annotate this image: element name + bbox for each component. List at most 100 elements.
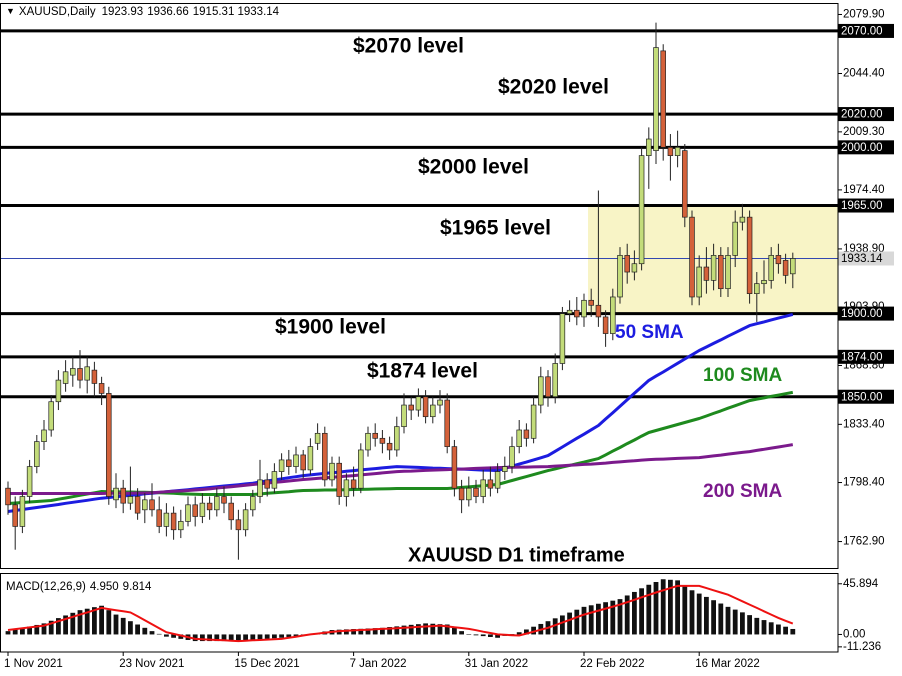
- candle-body: [588, 299, 594, 306]
- candle-body: [638, 155, 645, 265]
- level-annotation: $1900 level: [275, 316, 386, 339]
- candle-body: [509, 446, 515, 467]
- candle-body: [113, 487, 119, 501]
- candle-body: [48, 401, 54, 431]
- candle-body: [660, 50, 666, 148]
- macd-bar: [48, 620, 54, 635]
- candle-body: [574, 309, 580, 318]
- macd-bar: [365, 628, 371, 635]
- macd-bar: [524, 629, 529, 635]
- candle-body: [55, 379, 62, 403]
- candle-body: [754, 283, 760, 294]
- sma-line: [8, 443, 794, 495]
- x-tick-label: 22 Feb 2022: [580, 658, 645, 670]
- y-tick-label: 2044.40: [843, 68, 885, 80]
- candle-body: [624, 255, 630, 273]
- level-label: 2070.00: [841, 25, 883, 37]
- level-label-box: [838, 349, 894, 364]
- sma-layer: [7, 312, 794, 513]
- close-value: 1933.14: [237, 6, 279, 18]
- sma-line: [7, 312, 794, 513]
- macd-bar: [99, 605, 104, 635]
- macd-bar: [120, 617, 126, 635]
- candle-body: [725, 255, 731, 290]
- candle-body: [782, 260, 789, 276]
- candle-body: [458, 487, 465, 501]
- candle-body: [329, 462, 335, 481]
- main-panel-border: [0, 3, 839, 569]
- candle-body: [646, 138, 652, 156]
- macd-bar: [344, 629, 349, 635]
- macd-bar: [603, 602, 608, 635]
- candle-body: [106, 393, 112, 497]
- candle-body: [408, 404, 414, 411]
- candle-body: [127, 496, 134, 504]
- macd-bar: [394, 626, 400, 635]
- candle-body: [322, 432, 328, 481]
- macd-bar: [156, 633, 162, 635]
- candle-body: [98, 383, 105, 394]
- macd-bar: [70, 612, 76, 635]
- candle-body: [696, 266, 702, 298]
- macd-bar: [480, 634, 486, 637]
- candle-body: [545, 376, 551, 398]
- candle-body: [430, 404, 436, 418]
- macd-bar: [588, 605, 594, 635]
- candle-body: [300, 454, 306, 471]
- macd-bar: [516, 632, 522, 635]
- candle-body: [365, 432, 371, 451]
- macd-bar: [704, 596, 709, 635]
- candle-body: [595, 304, 602, 318]
- candle-body: [761, 279, 767, 285]
- macd-bar: [761, 620, 767, 635]
- candle-body: [192, 504, 198, 517]
- macd-bar: [408, 624, 414, 635]
- signal-readout: 9.814: [123, 581, 152, 593]
- level-annotation: $1965 level: [440, 217, 551, 240]
- level-label-box: [838, 389, 894, 404]
- candle-body: [444, 399, 450, 447]
- candle-body: [480, 479, 486, 497]
- candle-body: [689, 216, 695, 298]
- candle-body: [343, 479, 350, 497]
- x-tick-label: 7 Jan 2022: [350, 658, 407, 670]
- candle-body: [437, 399, 443, 406]
- candle-body: [415, 396, 422, 411]
- candle-body: [379, 437, 386, 444]
- candle-body: [149, 499, 155, 511]
- macd-y-tick-label: -11.236: [843, 641, 881, 653]
- macd-bar: [581, 606, 587, 635]
- macd-bar: [12, 629, 18, 635]
- macd-bar: [488, 634, 493, 637]
- macd-bar: [718, 603, 724, 635]
- macd-y-tick-label: 45.894: [843, 578, 879, 590]
- macd-bar: [200, 634, 205, 642]
- macd-bar: [617, 599, 623, 635]
- y-tick-label: 1798.40: [843, 477, 885, 489]
- macd-bar: [531, 626, 536, 635]
- macd-bar: [740, 612, 745, 635]
- macd-bar: [171, 634, 176, 638]
- level-label: 1965.00: [841, 200, 883, 212]
- candle-body: [221, 496, 227, 504]
- macd-bar: [725, 606, 731, 635]
- candle-body: [473, 487, 479, 497]
- macd-bar: [495, 634, 500, 638]
- macd-bar: [41, 623, 47, 635]
- candle-body: [235, 519, 242, 531]
- macd-bar: [214, 634, 220, 642]
- candle-body: [206, 502, 213, 511]
- candle-body: [84, 366, 90, 381]
- macd-bar: [358, 628, 364, 635]
- candle-body: [768, 255, 774, 281]
- candle-body: [228, 502, 234, 521]
- macd-bar: [243, 634, 248, 641]
- candle-body: [394, 426, 400, 451]
- candle-body: [674, 146, 681, 156]
- candle-body: [494, 471, 501, 489]
- macd-bar: [106, 610, 112, 635]
- candle-body: [142, 499, 148, 511]
- macd-bar: [639, 588, 644, 635]
